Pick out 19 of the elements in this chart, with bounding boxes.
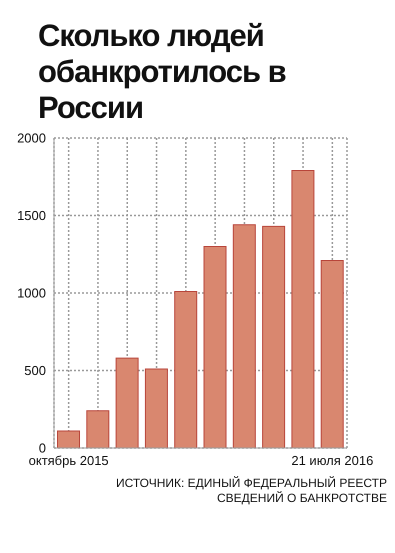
bar: [116, 358, 139, 448]
bar: [174, 290, 198, 448]
bar: [86, 410, 110, 448]
text: ИСТОЧНИК: ЕДИНЫЙ ФЕДЕРАЛЬНЫЙ РЕЕСТР СВЕДЕНИЙ О БАНКРОТСТВЕ: [114, 476, 387, 506]
bar: [144, 368, 168, 448]
bar: [232, 224, 256, 448]
y-tick-label: 500: [24, 363, 46, 378]
bar: [291, 170, 314, 448]
chart-title: Сколько людей обанкротилось в России: [37, 17, 287, 126]
x-tick-label: октябрь 2015: [28, 453, 109, 468]
bar: [262, 226, 286, 448]
bar: [57, 430, 80, 448]
y-tick-label: 0: [38, 440, 46, 456]
x-tick-label: 21 июля 2016: [291, 453, 374, 468]
y-tick-label: 1000: [17, 286, 46, 301]
y-tick-label: 1500: [17, 208, 46, 224]
bar: [204, 246, 227, 448]
y-tick-label: 2000: [17, 130, 46, 146]
bar: [320, 260, 344, 448]
